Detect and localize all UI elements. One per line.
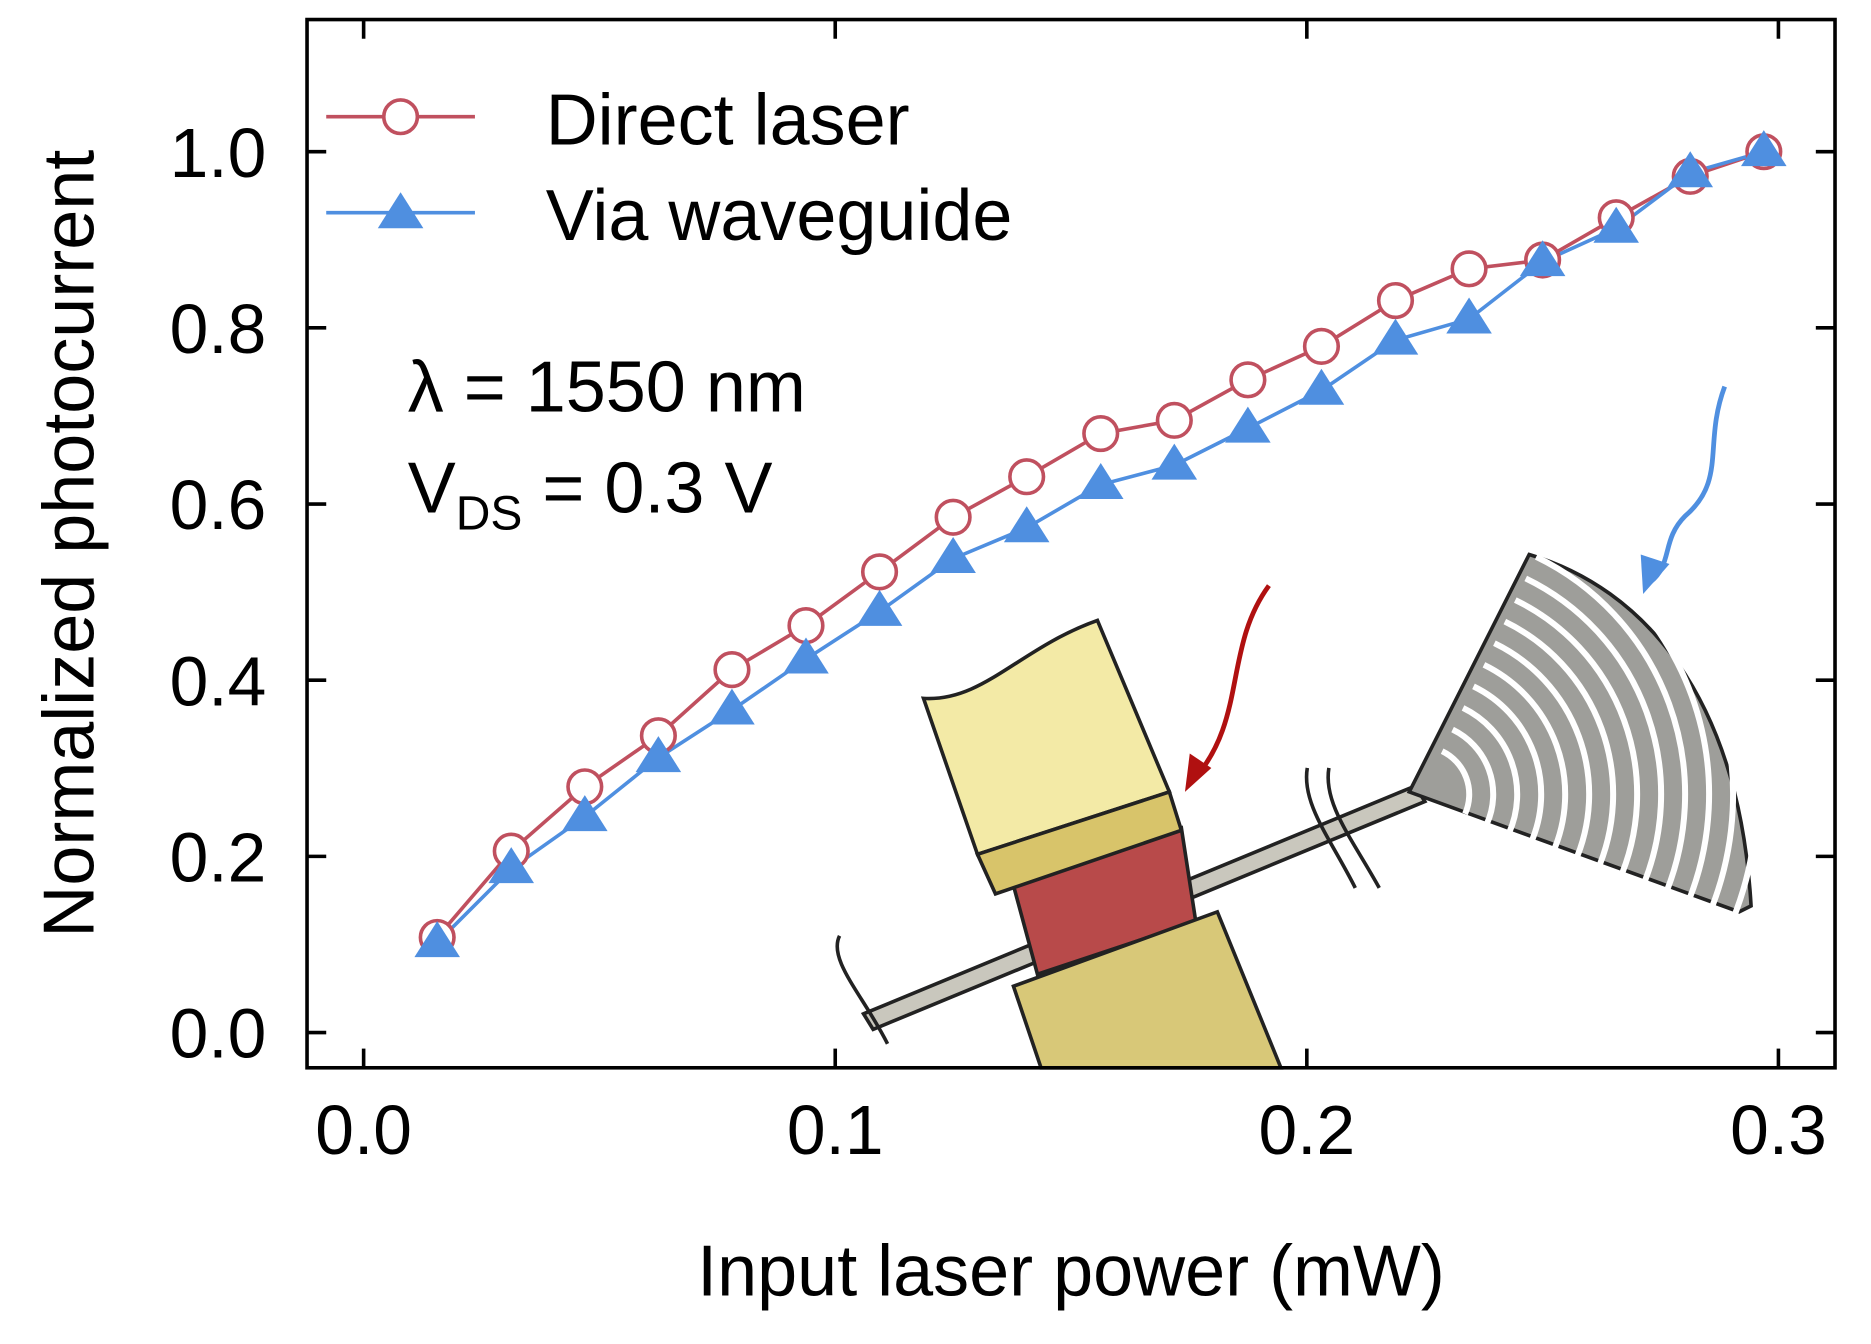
data-point-direct-laser [1450,250,1488,288]
data-point-via-waveguide [488,847,535,884]
grating-slot [1440,748,1473,816]
data-point-via-waveguide [709,688,755,725]
data-point-direct-laser [1082,414,1120,453]
device-illustration [835,385,1761,1070]
legend-label-via-waveguide: Via waveguide [546,176,1013,256]
legend: Direct laser Via waveguide [326,80,1012,256]
data-point-via-waveguide [1446,297,1492,334]
grating-slot [1566,489,1761,933]
y-tick-label: 0.4 [170,642,267,720]
grating-slot [1482,662,1569,855]
data-point-direct-laser [1008,458,1046,496]
wavelength-annotation: λ = 1550 nm [408,348,806,428]
data-point-direct-laser [1376,281,1415,320]
x-tick-label: 0.2 [1258,1091,1355,1169]
data-point-via-waveguide [1225,406,1271,443]
data-point-via-waveguide [562,795,608,832]
y-axis-label: Normalized photocurrent [30,150,110,938]
grating-slot [1503,618,1617,874]
grating-slot [1545,532,1713,913]
grating-slot [1493,640,1593,865]
grating-slot [1534,554,1689,904]
data-point-via-waveguide [1741,130,1787,167]
axes [305,17,1837,1070]
data-point-direct-laser [1302,327,1341,365]
y-tick-label: 0.6 [170,466,267,544]
data-point-via-waveguide [856,589,903,626]
y-tick-label: 0.2 [170,819,267,897]
data-point-direct-laser [1229,361,1267,399]
data-point-via-waveguide [635,736,682,773]
legend-marker-via-waveguide [377,192,424,229]
data-point-via-waveguide [930,537,976,574]
data-point-direct-laser [787,606,825,645]
data-point-via-waveguide [1593,206,1639,243]
plot-frame [305,17,1837,1070]
grating-slot [1555,510,1737,923]
data-point-via-waveguide [1298,368,1345,405]
data-point-direct-laser [934,498,972,536]
grating-slot [1461,705,1521,835]
data-point-via-waveguide [1667,151,1714,188]
bias-annotation: VDS = 0.3 V [408,448,773,540]
grating-slot [1472,683,1545,845]
grating-slot [1451,726,1497,825]
y-tick-label: 0.8 [170,290,267,368]
x-tick-label: 0.0 [315,1091,412,1169]
y-tick-label: 0.0 [170,995,267,1073]
grating-slot [1524,575,1665,894]
x-axis-label: Input laser power (mW) [697,1232,1445,1312]
grating-slot [1513,597,1641,884]
data-point-via-waveguide [1519,240,1566,277]
x-tick-label: 0.3 [1730,1091,1827,1169]
legend-marker-direct-laser [381,98,420,136]
data-point-via-waveguide [414,921,460,958]
data-point-via-waveguide [1151,443,1198,480]
x-tick-label: 0.1 [787,1091,884,1169]
data-point-via-waveguide [1077,463,1124,500]
data-point-via-waveguide [1003,506,1050,543]
y-tick-label: 1.0 [170,114,267,192]
data-point-via-waveguide [783,637,829,674]
data-point-direct-laser [713,651,751,689]
data-point-via-waveguide [1372,318,1419,355]
legend-label-direct-laser: Direct laser [546,80,910,160]
data-point-direct-laser [860,553,899,591]
data-point-direct-laser [1155,401,1193,439]
